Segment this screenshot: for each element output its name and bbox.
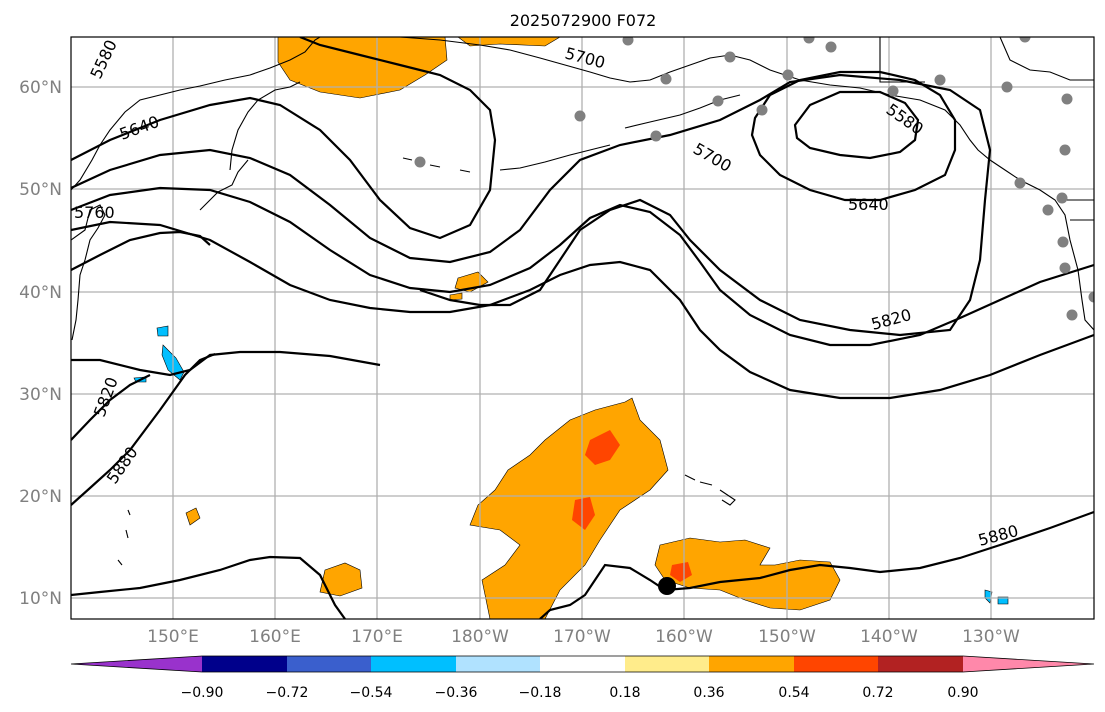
colorbar-segment [371, 656, 456, 672]
station-marker [887, 85, 899, 97]
station-marker [782, 69, 794, 81]
anomaly-small-2 [449, 292, 463, 301]
colorbar-tick: −0.72 [266, 685, 309, 701]
lon-label: 170°W [553, 627, 611, 647]
station-marker [650, 130, 662, 142]
station-marker [1001, 81, 1013, 93]
colorbar-tick: 0.18 [609, 685, 640, 701]
colorbar-segment [202, 656, 287, 672]
map-frame [70, 36, 1095, 620]
station-marker [1088, 291, 1094, 303]
station-marker [825, 41, 837, 53]
colorbar-tick: −0.36 [435, 685, 478, 701]
colorbar-tick: 0.36 [693, 685, 724, 701]
contour-label: 5760 [74, 203, 115, 222]
contour-label: 5640 [848, 195, 889, 214]
lon-label: 170°E [351, 627, 403, 647]
station-marker [1056, 192, 1068, 204]
lon-label: 160°E [249, 627, 301, 647]
colorbar-outline [70, 655, 1095, 673]
station-marker [1059, 144, 1071, 156]
coastlines [71, 37, 1094, 566]
lat-label: 30°N [19, 385, 62, 405]
colorbar-segment [71, 656, 202, 672]
map-title: 2025072900 F072 [510, 11, 657, 30]
longitude-labels: 150°E 160°E 170°E 180°W 170°W 160°W 150°… [147, 627, 1020, 647]
colorbar-tick: −0.18 [519, 685, 562, 701]
colorbar-tick: −0.54 [350, 685, 393, 701]
colorbar-segment [625, 656, 709, 672]
lat-label: 40°N [19, 283, 62, 303]
colorbar-tick: 0.90 [947, 685, 978, 701]
lon-label: 140°W [860, 627, 918, 647]
colorbar-segment [540, 656, 625, 672]
station-marker [1061, 93, 1073, 105]
anomaly-negative-5 [997, 596, 1009, 605]
anomaly-region-north2 [457, 37, 561, 47]
station-marker [574, 110, 586, 122]
highlighted-station [658, 577, 676, 595]
station-marker [660, 73, 672, 85]
colorbar-ticks: −0.90 −0.72 −0.54 −0.36 −0.18 0.18 0.36 … [181, 685, 979, 701]
height-contours [71, 37, 1094, 619]
colorbar-segment [878, 656, 963, 672]
lat-label: 10°N [19, 589, 62, 609]
station-marker [712, 95, 724, 107]
colorbar-segment [456, 656, 540, 672]
station-marker [803, 37, 815, 44]
latitude-labels: 60°N 50°N 40°N 30°N 20°N 10°N [19, 78, 62, 609]
anomaly-region-central [469, 397, 669, 619]
map-panel: 5580 5640 5700 5760 5820 5880 5700 5580 … [71, 37, 1094, 619]
lon-label: 130°W [962, 627, 1020, 647]
graticule [71, 37, 1094, 619]
station-marker [1059, 262, 1071, 274]
lon-label: 150°E [147, 627, 199, 647]
station-marker [1042, 204, 1054, 216]
station-marker [934, 74, 946, 86]
anomaly-region-north [277, 37, 448, 99]
anomaly-core-1 [585, 430, 620, 465]
anomaly-core-3 [670, 562, 692, 582]
anomaly-negative-2 [156, 325, 169, 337]
lat-label: 20°N [19, 487, 62, 507]
anomaly-negative-4 [984, 589, 993, 604]
colorbar-segment [794, 656, 878, 672]
anomaly-small-4 [319, 562, 363, 597]
lon-label: 180°W [451, 627, 509, 647]
colorbar-segment [287, 656, 371, 672]
colorbar [70, 655, 1095, 673]
station-marker [1014, 177, 1026, 189]
colorbar-tick: 0.54 [778, 685, 809, 701]
colorbar-segment [963, 656, 1094, 672]
anomaly-core-2 [572, 497, 595, 530]
station-marker [1066, 309, 1078, 321]
lon-label: 160°W [655, 627, 713, 647]
station-marker [756, 104, 768, 116]
colorbar-segment [709, 656, 794, 672]
station-marker [414, 156, 426, 168]
station-marker [724, 51, 736, 63]
colorbar-tick: −0.90 [181, 685, 224, 701]
lon-label: 150°W [758, 627, 816, 647]
lat-label: 60°N [19, 78, 62, 98]
colorbar-tick: 0.72 [862, 685, 893, 701]
station-marker [1057, 236, 1069, 248]
station-markers [414, 37, 1094, 595]
anomaly-small-3 [185, 507, 201, 526]
lat-label: 50°N [19, 180, 62, 200]
station-marker [1019, 37, 1031, 43]
station-marker [622, 37, 634, 46]
